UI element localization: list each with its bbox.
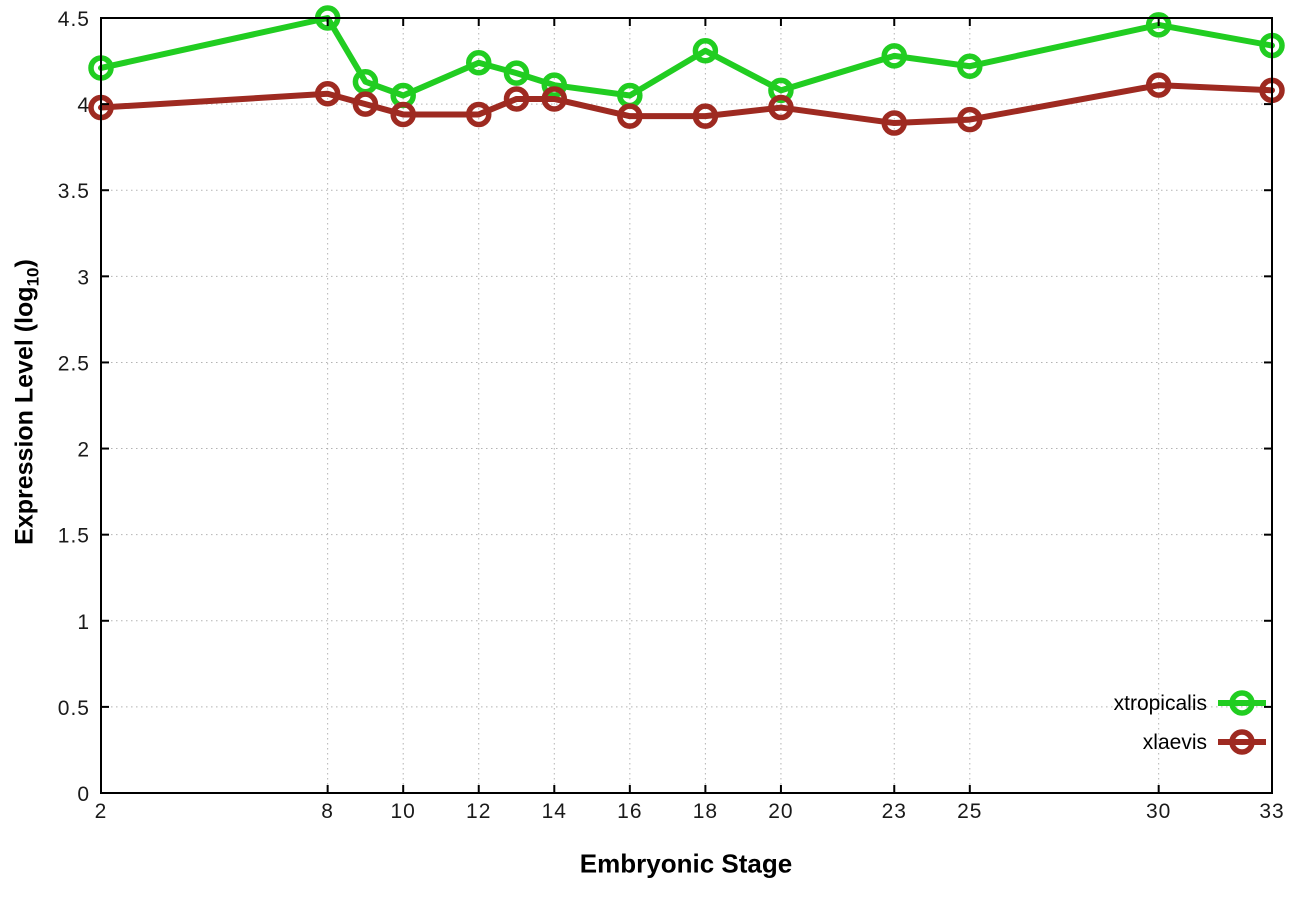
y-tick-label: 2.5: [58, 352, 90, 375]
legend-item-xlaevis: xlaevis: [1143, 726, 1268, 758]
gridlines: [101, 18, 1272, 793]
legend-item-xtropicalis: xtropicalis: [1114, 687, 1268, 719]
axis-ticks: [100, 17, 1273, 794]
line-marker-icon: [1218, 690, 1266, 716]
x-tick-label: 20: [768, 800, 793, 823]
data-point-xlaevis-stage-14: [541, 86, 568, 112]
plot-border: [100, 17, 1273, 794]
y-tick-label: 1.5: [58, 525, 90, 548]
legend-label: xtropicalis: [1113, 691, 1207, 715]
y-tick-label: 0: [77, 783, 90, 806]
legend-label: xlaevis: [1142, 730, 1207, 754]
data-point-xlaevis-stage-30: [1145, 72, 1172, 98]
x-axis-title: Embryonic Stage: [579, 848, 793, 879]
data-point-xlaevis-stage-23: [881, 110, 908, 136]
data-point-xtropicalis-stage-14: [541, 72, 568, 98]
y-axis-title-close: ): [10, 259, 39, 268]
data-point-xtropicalis-stage-12: [465, 50, 492, 76]
data-point-xtropicalis-stage-25: [957, 53, 983, 79]
data-point-xtropicalis-stage-30: [1145, 12, 1172, 38]
data-point-xlaevis-stage-9: [352, 91, 379, 117]
x-tick-label: 18: [693, 800, 718, 823]
data-point-xtropicalis-stage-20: [768, 77, 794, 104]
x-tick-label: 23: [882, 800, 907, 823]
data-point-xtropicalis-stage-13: [503, 60, 530, 86]
data-point-xlaevis-stage-12: [465, 101, 492, 128]
y-tick-label: 3.5: [58, 180, 90, 203]
data-point-xlaevis-stage-20: [768, 94, 794, 121]
y-tick-label: 4: [77, 94, 90, 117]
plot-border-rect: [100, 17, 1273, 794]
legend: xtropicalis xlaevis: [1114, 687, 1268, 758]
y-tick-label: 4.5: [58, 8, 90, 31]
y-axis-title-text: Expression Level (log: [10, 286, 39, 545]
data-point-xlaevis-stage-10: [390, 101, 416, 128]
y-tick-label: 3: [77, 266, 90, 289]
y-tick-label: 2: [77, 439, 90, 462]
x-tick-label: 8: [321, 800, 334, 823]
series-line-xtropicalis: [98, 15, 1275, 99]
data-point-xlaevis-stage-8: [314, 81, 341, 107]
x-tick-label: 30: [1146, 800, 1171, 823]
x-tick-label: 12: [466, 800, 491, 823]
data-point-xlaevis-stage-18: [692, 103, 719, 129]
tick-labels: 2 8 10 12 14 16 18 20 23 25 30 33 0 0.5 1 1.5 2 2.5 3 3.5 4 4…: [58, 8, 1284, 823]
data-point-xlaevis-stage-13: [503, 86, 530, 112]
x-tick-label: 14: [542, 800, 567, 823]
x-tick-label: 33: [1259, 800, 1284, 823]
y-tick-label: 0.5: [58, 697, 90, 720]
y-axis-title: Expression Level (log10): [11, 259, 44, 545]
y-axis-title-subscript: 10: [23, 267, 43, 287]
line-marker-icon: [1218, 729, 1266, 755]
data-point-xtropicalis-stage-18: [692, 37, 719, 64]
y-tick-label: 1: [77, 611, 90, 634]
data-series: [88, 5, 1285, 136]
data-point-xtropicalis-stage-23: [881, 43, 908, 69]
x-tick-label: 16: [617, 800, 642, 823]
data-point-xlaevis-stage-25: [957, 106, 983, 133]
x-tick-label: 2: [95, 800, 108, 823]
data-point-xlaevis-stage-16: [617, 103, 643, 129]
x-tick-label: 10: [391, 800, 416, 823]
x-tick-label: 25: [957, 800, 982, 823]
